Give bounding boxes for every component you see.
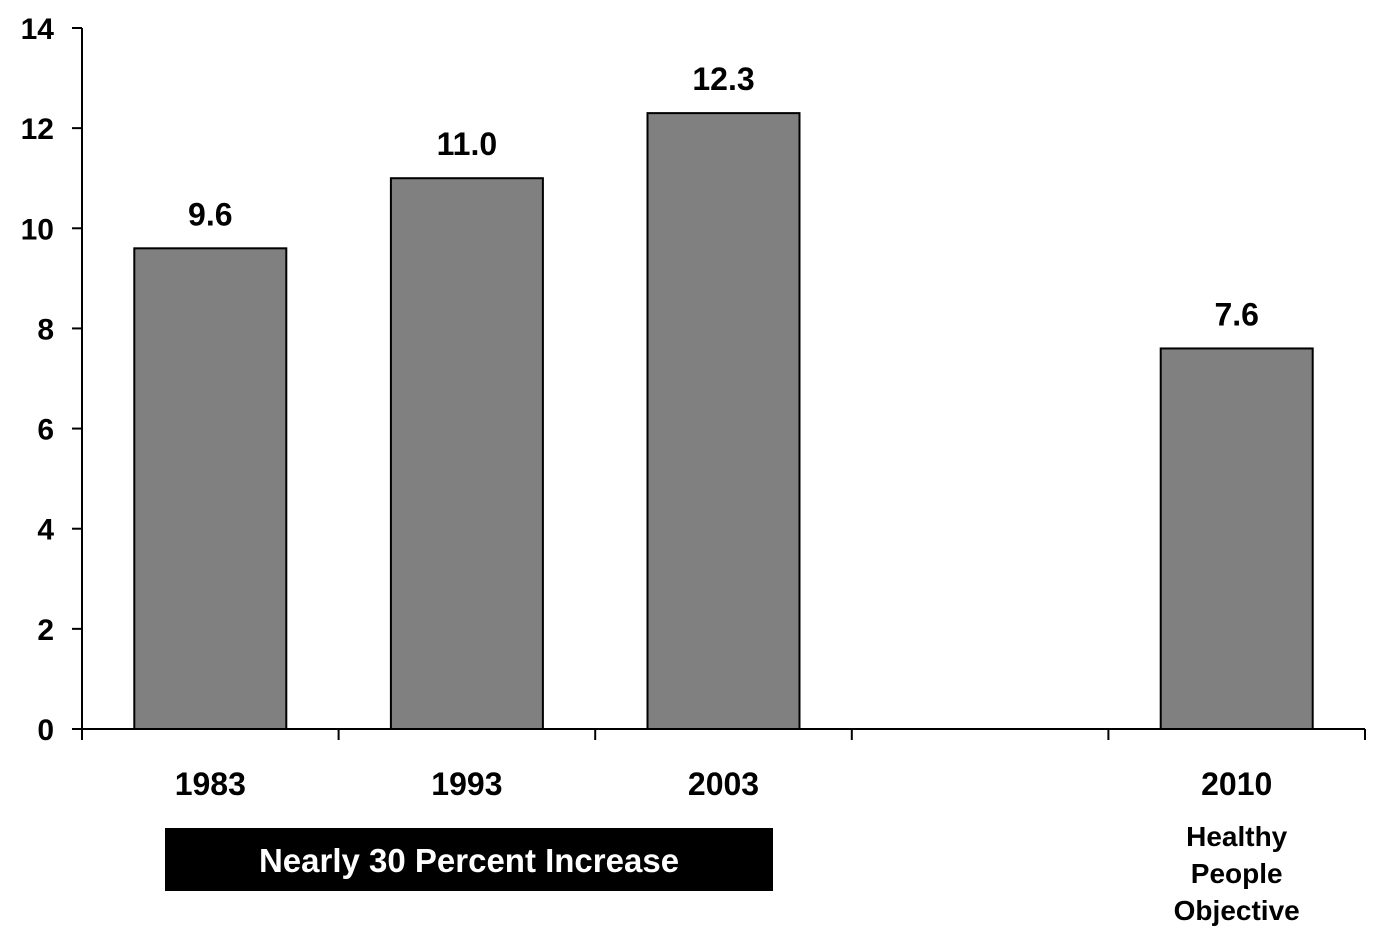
- bar: [133, 247, 288, 730]
- increase-banner-box: [165, 828, 773, 891]
- bar: [389, 177, 544, 730]
- category-label: 1983: [175, 766, 246, 802]
- category-note: Healthy: [1186, 821, 1288, 852]
- y-tick-label: 6: [37, 414, 54, 447]
- bars: 9.6 1983 11.0 1993 12.3 2003 7.6 2010 Healthy Peo…: [133, 61, 1314, 926]
- data-label: 11.0: [437, 126, 498, 162]
- bar: [646, 112, 801, 731]
- y-tick-label: 10: [21, 213, 54, 246]
- y-tick-label: 8: [37, 313, 54, 346]
- data-label: 7.6: [1214, 296, 1258, 332]
- category-label: 1993: [431, 766, 502, 802]
- y-tick-label: 4: [37, 514, 54, 547]
- bar: [1159, 347, 1314, 730]
- increase-banner-text: Nearly 30 Percent Increase: [259, 842, 679, 879]
- data-label: 12.3: [692, 61, 754, 97]
- y-tick-label: 2: [37, 614, 54, 647]
- y-axis: 0 2 4 6 8 10 12 14: [21, 13, 83, 747]
- category-note: Objective: [1174, 895, 1300, 926]
- y-tick-label: 14: [21, 13, 55, 46]
- increase-banner: Nearly 30 Percent Increase: [165, 828, 773, 891]
- x-axis: [81, 728, 1366, 740]
- category-label: 2010: [1201, 766, 1272, 802]
- category-label: 2003: [688, 766, 759, 802]
- data-label: 9.6: [188, 196, 232, 232]
- y-tick-label: 12: [21, 113, 54, 146]
- category-note: People: [1191, 858, 1283, 889]
- y-tick-label: 0: [37, 714, 54, 747]
